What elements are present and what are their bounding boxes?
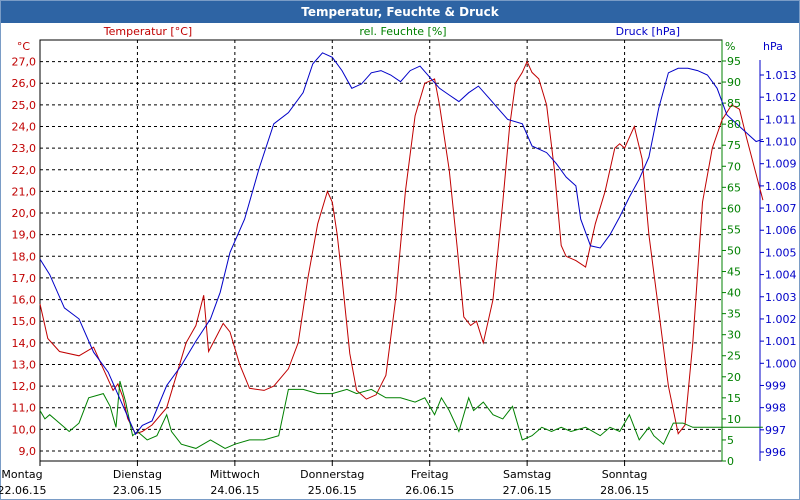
x-tick-date: 24.06.15 bbox=[210, 484, 259, 497]
humidity-tick-label: 85 bbox=[727, 97, 741, 110]
pressure-tick-label: 1.009 bbox=[765, 158, 797, 171]
humidity-tick-label: 50 bbox=[727, 244, 741, 257]
humidity-unit: % bbox=[725, 40, 735, 53]
x-tick-day: Freitag bbox=[411, 468, 449, 481]
x-tick-date: 23.06.15 bbox=[113, 484, 162, 497]
humidity-tick-label: 10 bbox=[727, 413, 741, 426]
plot-frame bbox=[39, 39, 723, 462]
x-tick-date: 26.06.15 bbox=[405, 484, 454, 497]
temperature-unit: °C bbox=[17, 40, 31, 53]
temperature-tick-label: 26,0 bbox=[12, 77, 37, 90]
pressure-tick-label: 1.004 bbox=[765, 269, 797, 282]
humidity-axis-title: rel. Feuchte [%] bbox=[359, 25, 446, 38]
humidity-tick-label: 15 bbox=[727, 392, 741, 405]
temperature-tick-label: 12,0 bbox=[12, 380, 37, 393]
pressure-tick-label: 1.007 bbox=[765, 202, 797, 215]
x-tick-day: Montag bbox=[1, 468, 42, 481]
x-tick-day: Samstag bbox=[503, 468, 551, 481]
pressure-tick-label: 1.006 bbox=[765, 224, 797, 237]
temperature-tick-label: 19,0 bbox=[12, 229, 37, 242]
x-tick-date: 22.06.15 bbox=[0, 484, 46, 497]
axis-labels: 9,0 10,0 11,0 12,0 13,0 14,0 15,0 16,0 17,0 18,0 1… bbox=[0, 25, 797, 497]
humidity-tick-label: 45 bbox=[727, 266, 741, 279]
pressure-tick-label: 996 bbox=[765, 446, 786, 459]
pressure-tick-label: 1.010 bbox=[765, 136, 797, 149]
pressure-unit: hPa bbox=[763, 40, 783, 53]
humidity-tick-label: 55 bbox=[727, 223, 741, 236]
x-tick-date: 28.06.15 bbox=[600, 484, 649, 497]
temperature-tick-label: 21,0 bbox=[12, 185, 37, 198]
temperature-tick-label: 17,0 bbox=[12, 272, 37, 285]
humidity-tick-label: 20 bbox=[727, 371, 741, 384]
x-tick-date: 25.06.15 bbox=[308, 484, 357, 497]
temperature-tick-label: 10,0 bbox=[12, 423, 37, 436]
temperature-tick-label: 22,0 bbox=[12, 164, 37, 177]
pressure-tick-label: 1.012 bbox=[765, 91, 797, 104]
pressure-tick-label: 1.008 bbox=[765, 180, 797, 193]
humidity-tick-label: 35 bbox=[727, 308, 741, 321]
pressure-tick-label: 1.011 bbox=[765, 113, 797, 126]
series-pressure bbox=[39, 52, 764, 436]
pressure-tick-label: 1.003 bbox=[765, 291, 797, 304]
humidity-tick-label: 75 bbox=[727, 139, 741, 152]
humidity-tick-label: 0 bbox=[727, 455, 734, 468]
temperature-tick-label: 14,0 bbox=[12, 337, 37, 350]
humidity-tick-label: 40 bbox=[727, 287, 741, 300]
humidity-tick-label: 60 bbox=[727, 202, 741, 215]
pressure-tick-label: 1.002 bbox=[765, 313, 797, 326]
temperature-tick-label: 25,0 bbox=[12, 99, 37, 112]
x-tick-day: Mittwoch bbox=[210, 468, 260, 481]
series-humidity bbox=[39, 380, 763, 449]
x-tick-day: Dienstag bbox=[113, 468, 162, 481]
grid-lines bbox=[40, 40, 723, 461]
x-tick-date: 27.06.15 bbox=[503, 484, 552, 497]
temperature-tick-label: 20,0 bbox=[12, 207, 37, 220]
series-lines bbox=[39, 52, 764, 449]
temperature-tick-label: 11,0 bbox=[12, 402, 37, 415]
temperature-tick-label: 27,0 bbox=[12, 56, 37, 69]
pressure-tick-label: 1.013 bbox=[765, 69, 797, 82]
temperature-tick-label: 13,0 bbox=[12, 358, 37, 371]
temperature-tick-label: 18,0 bbox=[12, 250, 37, 263]
pressure-tick-label: 1.000 bbox=[765, 357, 797, 370]
humidity-tick-label: 70 bbox=[727, 160, 741, 173]
humidity-tick-label: 90 bbox=[727, 76, 741, 89]
temperature-tick-label: 16,0 bbox=[12, 294, 37, 307]
pressure-tick-label: 998 bbox=[765, 402, 786, 415]
pressure-tick-label: 997 bbox=[765, 424, 786, 437]
chart-title: Temperatur, Feuchte & Druck bbox=[1, 1, 799, 23]
humidity-tick-label: 5 bbox=[727, 434, 734, 447]
x-tick-day: Donnerstag bbox=[300, 468, 364, 481]
humidity-tick-label: 65 bbox=[727, 181, 741, 194]
axes bbox=[39, 39, 764, 466]
temperature-tick-label: 24,0 bbox=[12, 121, 37, 134]
pressure-tick-label: 1.001 bbox=[765, 335, 797, 348]
humidity-tick-label: 30 bbox=[727, 329, 741, 342]
humidity-tick-label: 25 bbox=[727, 350, 741, 363]
humidity-tick-label: 95 bbox=[727, 55, 741, 68]
pressure-axis-title: Druck [hPa] bbox=[616, 25, 680, 38]
series-temperature bbox=[39, 60, 764, 435]
temperature-tick-label: 15,0 bbox=[12, 315, 37, 328]
temperature-axis-title: Temperatur [°C] bbox=[103, 25, 192, 38]
pressure-tick-label: 999 bbox=[765, 379, 786, 392]
x-tick-day: Sonntag bbox=[602, 468, 648, 481]
pressure-tick-label: 1.005 bbox=[765, 246, 797, 259]
humidity-tick-label: 80 bbox=[727, 118, 741, 131]
temperature-tick-label: 9,0 bbox=[19, 445, 37, 458]
temperature-tick-label: 23,0 bbox=[12, 142, 37, 155]
